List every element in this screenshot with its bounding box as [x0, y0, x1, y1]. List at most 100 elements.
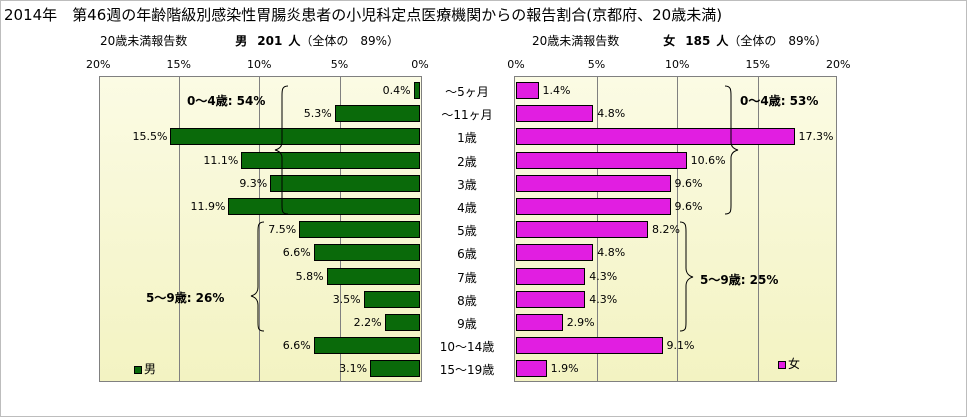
female-legend-swatch	[778, 360, 786, 369]
female-header-share: （全体の 89%）	[728, 34, 828, 48]
female-data-label: 8.2%	[652, 223, 680, 237]
male-bar	[363, 290, 420, 308]
male-annotation-0-4: 0～4歳: 54%	[187, 94, 266, 108]
female-legend: 女	[778, 355, 800, 372]
female-tick-label: 0%	[507, 58, 525, 71]
male-data-label: 2.2%	[353, 316, 382, 329]
male-annotation-5-9: 5～9歳: 26%	[146, 291, 225, 305]
female-data-label: 4.8%	[597, 246, 626, 260]
female-brace-0-4	[724, 85, 739, 215]
female-header: 20歳未満報告数 女 185 人（全体の 89%）	[532, 32, 827, 49]
male-legend-swatch	[134, 365, 142, 374]
male-gridline	[259, 76, 260, 382]
category-label: 2歳	[457, 154, 477, 169]
male-bar	[241, 151, 420, 169]
female-data-label: 17.3%	[798, 130, 834, 144]
male-data-label: 5.8%	[295, 269, 324, 283]
male-bar	[334, 105, 420, 123]
male-data-label: 11.1%	[203, 153, 239, 167]
male-data-label: 9.3%	[239, 176, 268, 190]
male-bar	[413, 82, 420, 99]
female-data-label: 2.9%	[566, 316, 595, 329]
male-tick-label: 15%	[166, 58, 191, 71]
female-header-label: 20歳未満報告数	[532, 34, 620, 48]
male-header-label: 20歳未満報告数	[100, 34, 188, 48]
male-data-label: 11.9%	[190, 200, 226, 213]
category-label: 3歳	[457, 177, 477, 192]
male-legend: 男	[134, 360, 156, 377]
female-bar	[516, 221, 649, 239]
female-bar	[516, 151, 687, 169]
male-bar	[313, 244, 420, 262]
category-label: 5歳	[457, 224, 477, 239]
category-label: 15～19歳	[439, 363, 495, 378]
category-label: 6歳	[457, 247, 477, 262]
category-label: 10～14歳	[439, 340, 495, 355]
female-tick-label: 5%	[587, 58, 606, 71]
male-header-share: （全体の 89%）	[300, 34, 400, 48]
category-label: 8歳	[457, 293, 477, 308]
male-tick-label: 5%	[330, 58, 349, 71]
male-data-label: 6.6%	[282, 246, 311, 260]
male-bar	[313, 337, 420, 355]
male-bar	[326, 267, 420, 285]
female-data-label: 4.3%	[589, 292, 618, 306]
female-data-label: 9.6%	[674, 176, 703, 190]
female-bar	[516, 128, 795, 146]
female-data-label: 4.3%	[589, 269, 618, 283]
category-label: 4歳	[457, 201, 477, 215]
male-plot-area	[99, 76, 422, 382]
female-tick-label: 15%	[745, 58, 770, 71]
female-bar	[516, 105, 594, 123]
female-header-sex: 女	[663, 34, 676, 48]
female-bar	[516, 360, 547, 378]
category-label: ～11ヶ月	[441, 108, 493, 123]
male-header-unit: 人	[288, 34, 301, 48]
male-brace-0-4	[274, 85, 289, 215]
category-label: 1歳	[457, 131, 477, 146]
female-data-label: 10.6%	[690, 153, 726, 167]
male-data-label: 5.3%	[303, 107, 332, 121]
male-data-label: 6.6%	[282, 339, 311, 353]
female-gridline	[677, 76, 678, 382]
male-tick-label: 0%	[411, 58, 429, 71]
male-data-label: 3.1%	[339, 362, 368, 376]
chart-title: 2014年 第46週の年齢階級別感染性胃腸炎患者の小児科定点医療機関からの報告割…	[4, 6, 723, 24]
female-data-label: 9.1%	[666, 339, 695, 353]
female-bar	[516, 337, 663, 355]
male-bar	[384, 314, 420, 331]
female-data-label: 9.6%	[674, 200, 703, 213]
male-data-label: 3.5%	[332, 292, 361, 306]
male-bar	[270, 174, 420, 192]
female-bar	[516, 244, 594, 262]
female-annotation-5-9: 5～9歳: 25%	[700, 273, 779, 287]
male-header-sex: 男	[235, 34, 248, 48]
female-bar	[516, 198, 671, 215]
female-gridline	[757, 76, 759, 382]
male-header-count: 201	[257, 34, 283, 48]
male-tick-label: 10%	[247, 58, 272, 71]
female-header-count: 185	[685, 34, 711, 48]
female-bar	[516, 267, 586, 285]
female-data-label: 4.8%	[597, 107, 626, 121]
female-bar	[516, 82, 539, 99]
female-data-label: 1.4%	[542, 84, 571, 97]
male-bar	[170, 128, 420, 146]
female-header-unit: 人	[716, 34, 729, 48]
male-tick-label: 20%	[86, 58, 111, 71]
female-brace-5-9	[679, 221, 694, 332]
female-bar	[516, 290, 586, 308]
female-tick-label: 10%	[665, 58, 690, 71]
male-header: 20歳未満報告数 男 201 人（全体の 89%）	[100, 32, 399, 49]
female-data-label: 1.9%	[550, 362, 579, 376]
male-data-label: 15.5%	[132, 130, 168, 144]
female-bar	[516, 174, 671, 192]
male-gridline	[178, 76, 180, 382]
male-bar	[370, 360, 420, 378]
male-bar	[299, 221, 420, 239]
category-label: ～5ヶ月	[445, 85, 489, 99]
category-label: 9歳	[457, 317, 477, 331]
female-legend-label: 女	[788, 357, 801, 371]
